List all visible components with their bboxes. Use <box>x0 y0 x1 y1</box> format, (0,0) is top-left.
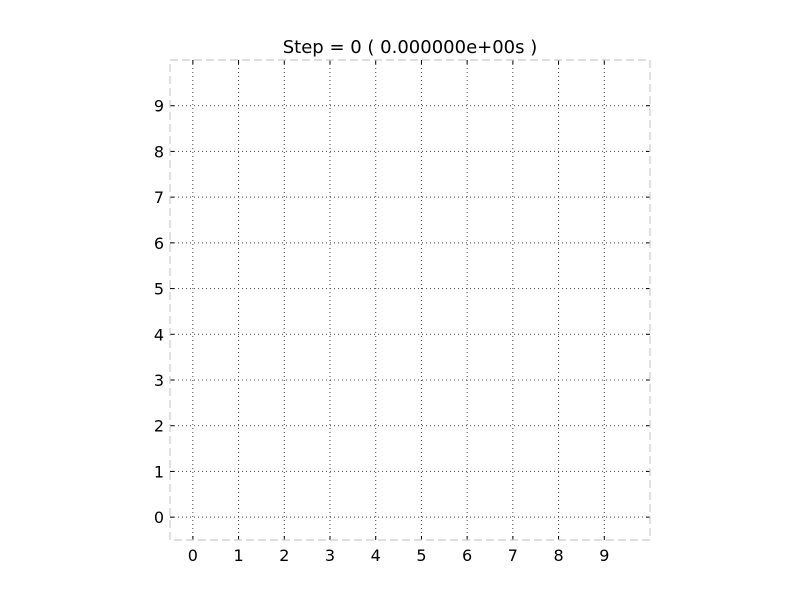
x-tick-label: 8 <box>553 546 563 565</box>
y-tick-label: 3 <box>154 371 164 390</box>
chart-title: Step = 0 ( 0.000000e+00s ) <box>283 37 538 58</box>
plot-frame <box>169 59 651 541</box>
x-tick-label: 9 <box>599 546 609 565</box>
y-tick-label: 7 <box>154 188 164 207</box>
y-tick-label: 2 <box>154 417 164 436</box>
y-tick-label: 0 <box>154 508 164 527</box>
y-tick-label: 8 <box>154 142 164 161</box>
x-tick-label: 3 <box>325 546 335 565</box>
x-tick-label: 7 <box>508 546 518 565</box>
y-tick-label: 5 <box>154 280 164 299</box>
x-tick-label: 6 <box>462 546 472 565</box>
grid-lines <box>170 60 650 540</box>
tick-labels: 0 1 2 3 4 5 6 7 8 9 0 1 2 3 4 5 6 7 8 9 <box>154 97 610 565</box>
y-tick-label: 9 <box>154 97 164 116</box>
x-tick-label: 0 <box>188 546 198 565</box>
y-tick-label: 4 <box>154 325 164 344</box>
x-tick-label: 5 <box>416 546 426 565</box>
x-tick-label: 1 <box>233 546 243 565</box>
y-tick-label: 6 <box>154 234 164 253</box>
y-tick-label: 1 <box>154 462 164 481</box>
x-tick-label: 4 <box>371 546 381 565</box>
x-tick-label: 2 <box>279 546 289 565</box>
axis-ticks <box>170 60 650 540</box>
